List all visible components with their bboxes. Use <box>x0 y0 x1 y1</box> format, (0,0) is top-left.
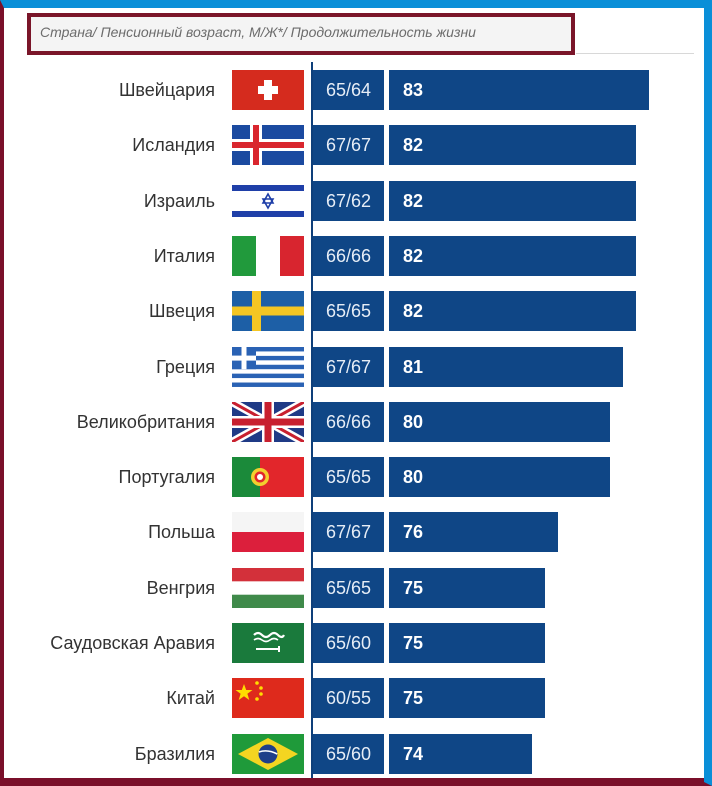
retirement-age-value: 67/62 <box>313 181 384 221</box>
retirement-age-value: 60/55 <box>313 678 384 718</box>
israel-flag-icon <box>232 181 304 221</box>
life-expectancy-value: 82 <box>403 301 424 321</box>
country-label: Швейцария <box>118 80 215 100</box>
retirement-age-value: 67/67 <box>313 125 384 165</box>
table-row: Италия 66/66 82 <box>0 236 712 276</box>
saudi-arabia-flag-icon <box>232 623 304 663</box>
country-label: Саудовская Аравия <box>50 633 215 653</box>
life-expectancy-bar <box>389 236 636 276</box>
country-label: Польша <box>148 522 215 542</box>
life-expectancy-bar <box>389 181 636 221</box>
life-expectancy-value: 74 <box>403 744 424 764</box>
life-expectancy-value: 82 <box>403 246 424 266</box>
table-row: Греция 67/67 81 <box>0 347 712 387</box>
table-row: Португалия 65/65 80 <box>0 457 712 497</box>
retirement-age-value: 65/60 <box>313 734 384 774</box>
life-expectancy-bar <box>389 70 649 110</box>
life-expectancy-value: 80 <box>403 412 424 432</box>
retirement-age-value: 65/60 <box>313 623 384 663</box>
table-row: Швеция 65/65 82 <box>0 291 712 331</box>
iceland-flag-icon <box>232 125 304 165</box>
retirement-age-value: 67/67 <box>313 347 384 387</box>
life-expectancy-value: 82 <box>403 135 424 155</box>
country-label: Венгрия <box>146 578 215 598</box>
table-row: Венгрия 65/65 75 <box>0 568 712 608</box>
life-expectancy-bar <box>389 457 610 497</box>
italy-flag-icon <box>232 236 304 276</box>
country-label: Китай <box>166 688 215 708</box>
country-label: Бразилия <box>134 744 215 764</box>
retirement-age-value: 65/64 <box>313 70 384 110</box>
table-row: Швейцария 65/64 83 <box>0 70 712 110</box>
country-label: Италия <box>153 246 215 266</box>
retirement-age-value: 65/65 <box>313 457 384 497</box>
table-row: Великобритания 66/66 80 <box>0 402 712 442</box>
poland-flag-icon <box>232 512 304 552</box>
retirement-age-value: 66/66 <box>313 236 384 276</box>
column-divider <box>311 62 313 778</box>
switzerland-flag-icon <box>232 70 304 110</box>
country-label: Израиль <box>143 191 215 211</box>
life-expectancy-bar <box>389 402 610 442</box>
china-flag-icon <box>232 678 304 718</box>
country-label: Исландия <box>132 135 215 155</box>
life-expectancy-bar <box>389 734 532 774</box>
table-row: Саудовская Аравия 65/60 75 <box>0 623 712 663</box>
hungary-flag-icon <box>232 568 304 608</box>
table-row: Бразилия 65/60 74 <box>0 734 712 774</box>
retirement-age-value: 65/65 <box>313 568 384 608</box>
greece-flag-icon <box>232 347 304 387</box>
brazil-flag-icon <box>232 734 304 774</box>
life-expectancy-value: 75 <box>403 688 424 708</box>
country-label: Греция <box>156 357 215 377</box>
life-expectancy-bar <box>389 347 623 387</box>
retirement-age-value: 66/66 <box>313 402 384 442</box>
life-expectancy-value: 75 <box>403 578 424 598</box>
sweden-flag-icon <box>232 291 304 331</box>
header-rule <box>576 53 694 54</box>
bottom-border-line <box>4 778 704 782</box>
table-row: Польша 67/67 76 <box>0 512 712 552</box>
life-expectancy-value: 75 <box>403 633 424 653</box>
country-label: Великобритания <box>76 412 215 432</box>
life-expectancy-value: 80 <box>403 467 424 487</box>
life-expectancy-bar <box>389 678 545 718</box>
uk-flag-icon <box>232 402 304 442</box>
life-expectancy-value: 76 <box>403 522 424 542</box>
country-label: Португалия <box>118 467 216 487</box>
chart-caption: Страна/ Пенсионный возраст, М/Ж*/ Продол… <box>40 24 476 40</box>
life-expectancy-bar <box>389 568 545 608</box>
life-expectancy-value: 83 <box>403 80 424 100</box>
retirement-age-value: 67/67 <box>313 512 384 552</box>
life-expectancy-value: 82 <box>403 191 424 211</box>
table-row: Исландия 67/67 82 <box>0 125 712 165</box>
life-expectancy-bar <box>389 512 558 552</box>
life-expectancy-bar <box>389 623 545 663</box>
country-label: Швеция <box>149 301 215 321</box>
life-expectancy-bar <box>389 291 636 331</box>
portugal-flag-icon <box>232 457 304 497</box>
header-highlight-box <box>27 13 575 55</box>
table-row: Китай 60/55 75 <box>0 678 712 718</box>
life-expectancy-value: 81 <box>403 357 424 377</box>
retirement-age-value: 65/65 <box>313 291 384 331</box>
life-expectancy-bar <box>389 125 636 165</box>
table-row: Израиль 67/62 82 <box>0 181 712 221</box>
